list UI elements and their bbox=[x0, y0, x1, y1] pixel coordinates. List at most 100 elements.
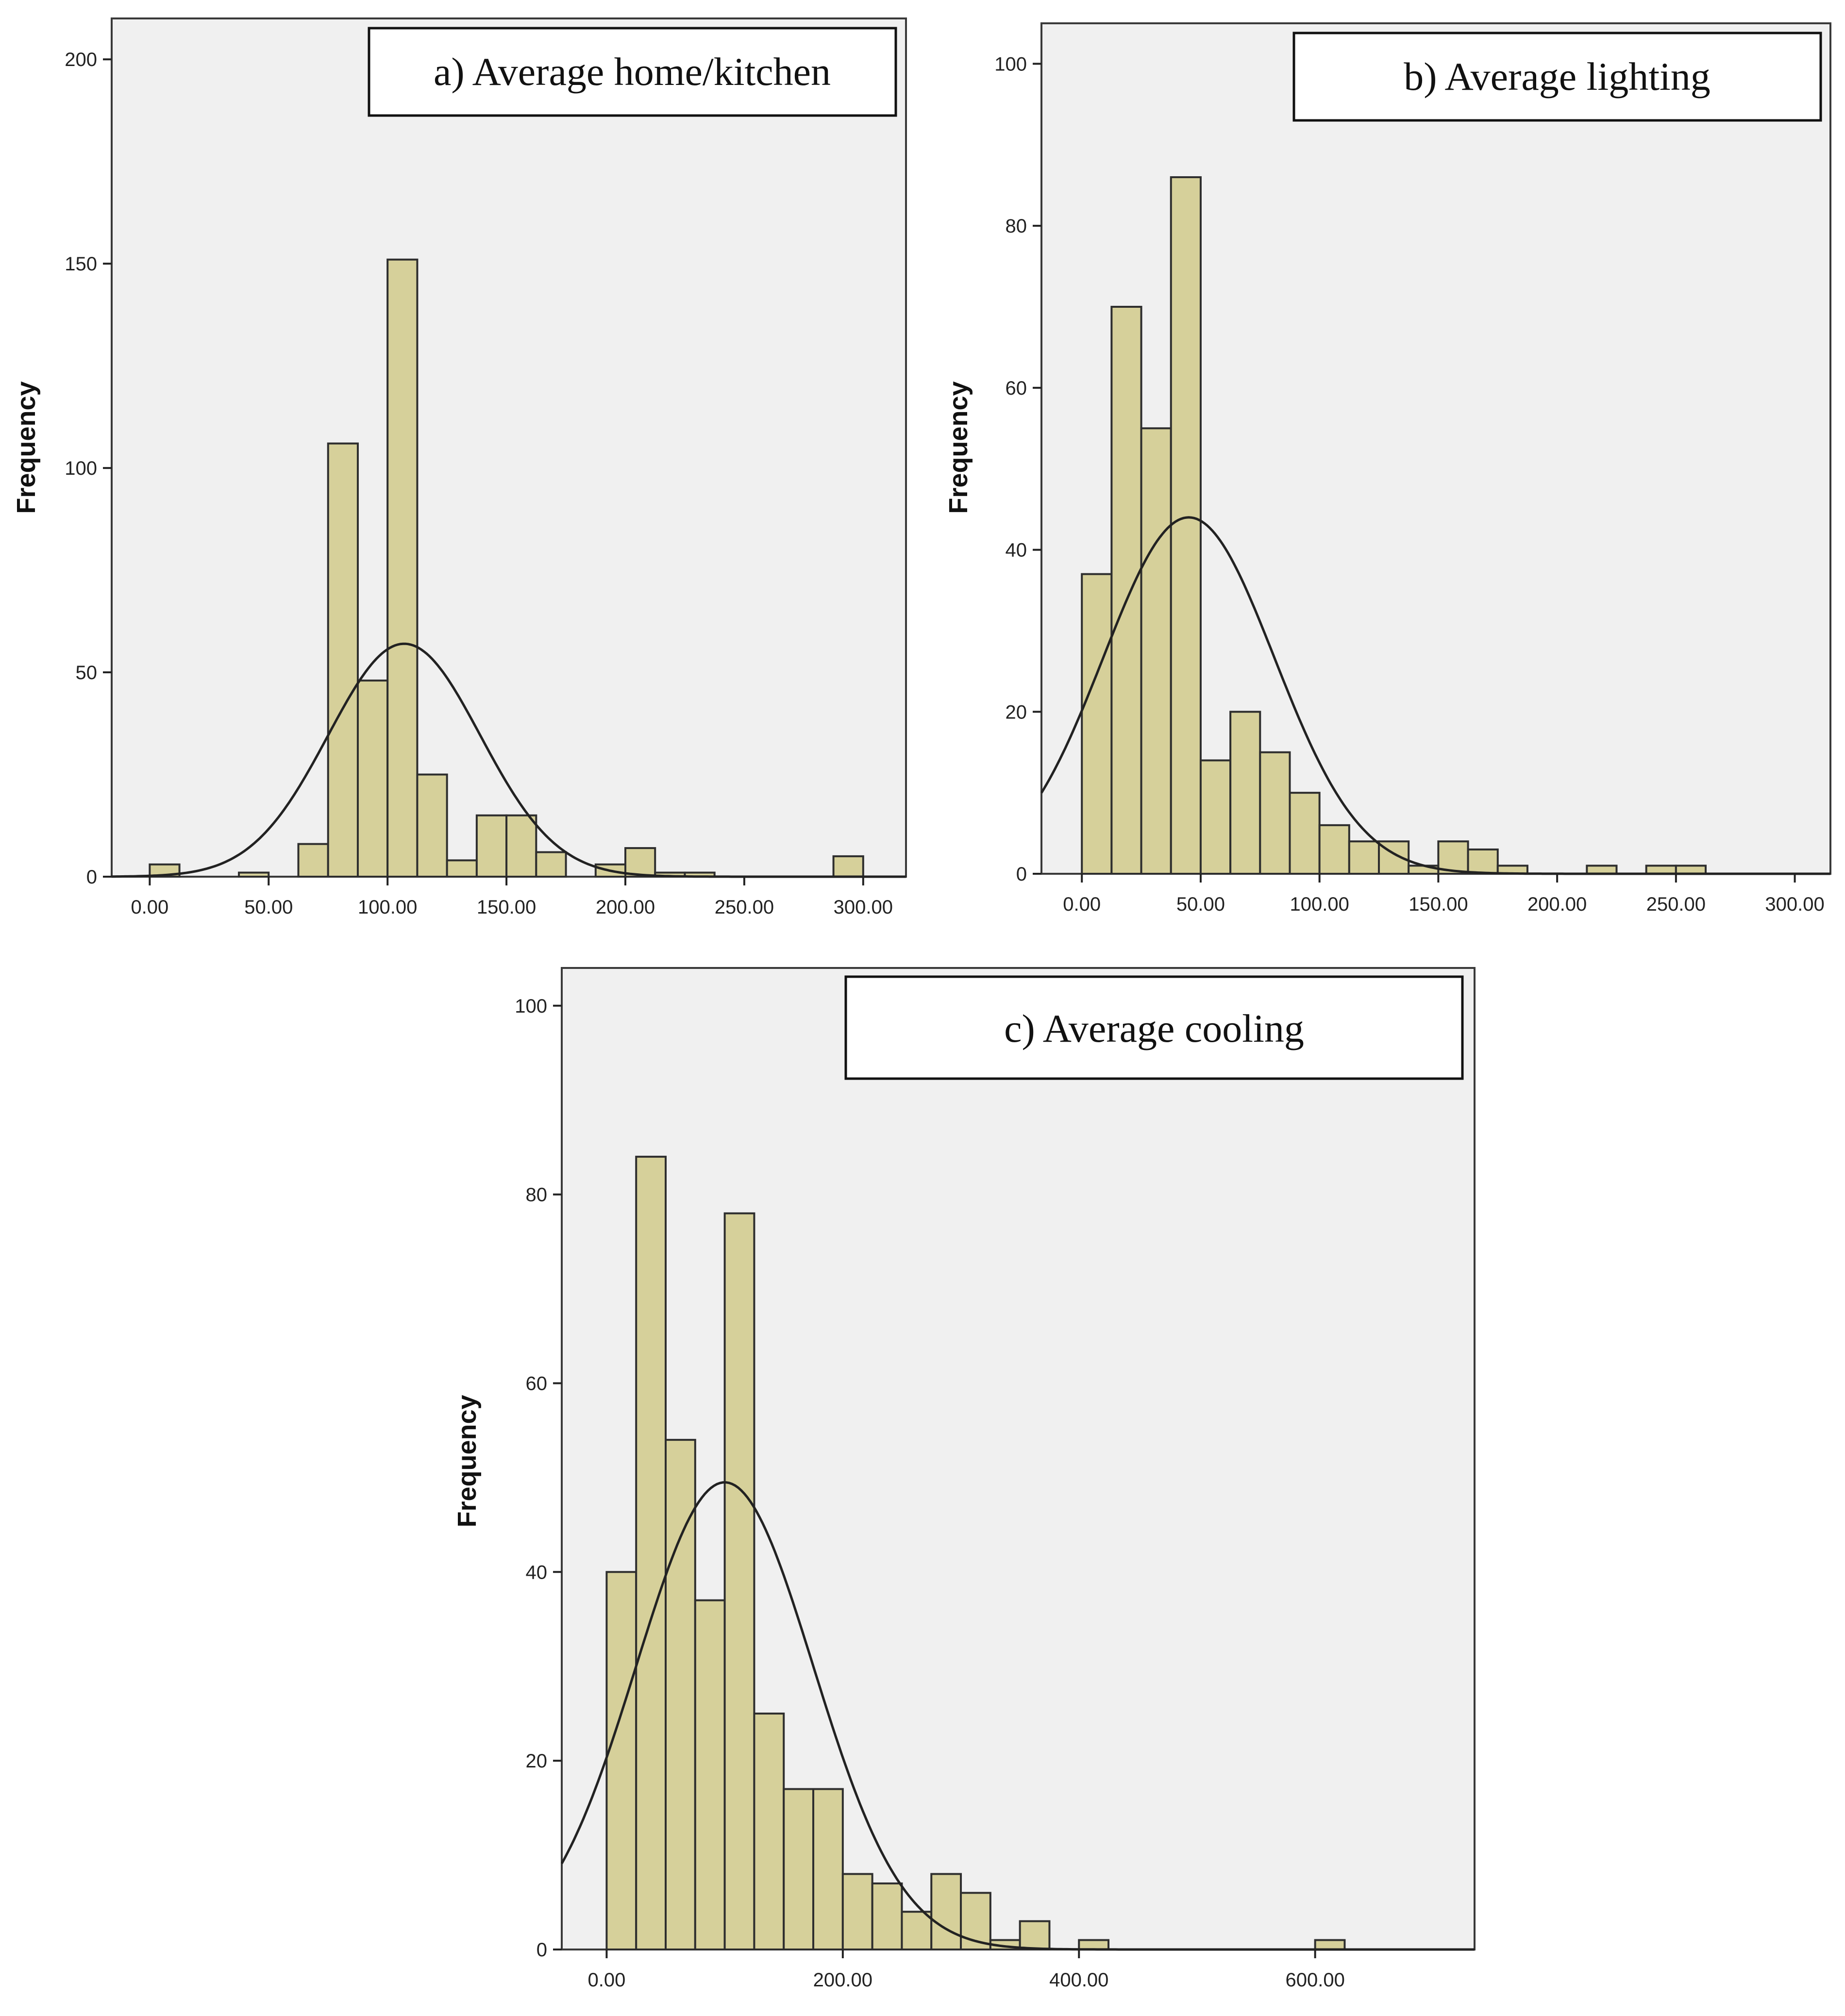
y-tick-label: 60 bbox=[1006, 378, 1027, 399]
y-axis: 0 50 100 150 200 bbox=[65, 49, 112, 888]
x-tick-label: 0.00 bbox=[1063, 894, 1101, 915]
y-tick-label: 150 bbox=[65, 253, 97, 275]
x-tick-label: 0.00 bbox=[131, 897, 168, 918]
histogram-bars bbox=[1081, 176, 1707, 875]
chart-title-box bbox=[368, 27, 897, 117]
histogram-bar bbox=[1081, 573, 1113, 875]
y-tick-label: 0 bbox=[1016, 864, 1027, 885]
histogram-bar bbox=[723, 1212, 755, 1950]
histogram-bar bbox=[1314, 1939, 1346, 1950]
chart-panel-a: 0.00 50.00 100.00 150.00 200.00 250.00 300.00 … bbox=[12, 17, 907, 918]
chart-panel-c: 0.00 200.00 400.00 600.00 0 20 40 60 80 100 Freq… bbox=[453, 967, 1476, 1991]
histogram-bar bbox=[901, 1911, 933, 1950]
y-tick-label: 0 bbox=[86, 866, 97, 888]
x-axis: 0.00 200.00 400.00 600.00 bbox=[587, 1949, 1345, 1991]
histogram-bar bbox=[356, 679, 389, 878]
histogram-bar bbox=[694, 1599, 726, 1950]
x-tick-label: 200.00 bbox=[813, 1969, 872, 1991]
x-tick-label: 300.00 bbox=[1765, 894, 1824, 915]
histogram-bar bbox=[386, 258, 419, 878]
histogram-bar bbox=[1229, 711, 1261, 875]
chart-title: c) Average cooling bbox=[1004, 1006, 1304, 1050]
y-tick-label: 100 bbox=[994, 53, 1027, 75]
histogram-bar bbox=[327, 442, 359, 878]
histogram-bars bbox=[605, 1155, 1346, 1951]
histogram-bar bbox=[605, 1571, 637, 1950]
y-tick-label: 20 bbox=[526, 1750, 548, 1772]
histogram-bar bbox=[1019, 1920, 1051, 1951]
normal-curve bbox=[112, 642, 906, 878]
plot-area bbox=[111, 17, 907, 878]
histogram-bar bbox=[535, 851, 567, 878]
y-tick-label: 80 bbox=[526, 1184, 548, 1206]
y-axis: 0 20 40 60 80 100 bbox=[994, 53, 1041, 885]
histogram-bar bbox=[1140, 427, 1172, 875]
chart-panel-b: 0.00 50.00 100.00 150.00 200.00 250.00 300.00 … bbox=[944, 22, 1831, 915]
histogram-bar bbox=[871, 1882, 903, 1950]
y-axis-label: Frequency bbox=[453, 1395, 482, 1527]
histogram-bar bbox=[1645, 865, 1677, 875]
histogram-bar bbox=[1467, 848, 1499, 875]
histogram-bar bbox=[446, 859, 478, 878]
y-axis-label: Frequency bbox=[12, 381, 41, 514]
chart-title: a) Average home/kitchen bbox=[434, 50, 831, 94]
x-tick-label: 200.00 bbox=[1527, 894, 1587, 915]
histogram-bar bbox=[1289, 792, 1321, 875]
histogram-bar bbox=[665, 1439, 696, 1951]
histogram-bar bbox=[783, 1788, 815, 1950]
x-tick-label: 600.00 bbox=[1285, 1969, 1344, 1991]
x-tick-label: 250.00 bbox=[715, 897, 774, 918]
histogram-bar bbox=[1170, 176, 1202, 875]
x-tick-label: 100.00 bbox=[358, 897, 417, 918]
x-tick-label: 0.00 bbox=[587, 1969, 625, 1991]
histogram-bar bbox=[416, 773, 448, 878]
histogram-bar bbox=[635, 1155, 667, 1950]
histogram-bar bbox=[475, 814, 508, 878]
y-tick-label: 0 bbox=[537, 1939, 547, 1961]
x-tick-label: 400.00 bbox=[1049, 1969, 1108, 1991]
histogram-bar bbox=[1110, 306, 1142, 875]
chart-title-box bbox=[1292, 32, 1822, 122]
x-axis: 0.00 50.00 100.00 150.00 200.00 250.00 300.00 bbox=[131, 877, 893, 918]
histogram-bar bbox=[1318, 824, 1350, 875]
x-tick-label: 300.00 bbox=[834, 897, 893, 918]
histogram-bar bbox=[930, 1873, 962, 1950]
histogram-bar bbox=[1675, 865, 1707, 875]
histogram-bar bbox=[960, 1892, 991, 1951]
histogram-bar bbox=[1586, 865, 1618, 875]
histogram-bar bbox=[297, 843, 329, 878]
histogram-bar bbox=[238, 871, 270, 878]
histogram-bar bbox=[753, 1712, 785, 1951]
x-tick-label: 100.00 bbox=[1290, 894, 1349, 915]
y-tick-label: 60 bbox=[526, 1373, 548, 1394]
histogram-bar bbox=[505, 814, 537, 878]
histogram-bar bbox=[1259, 751, 1291, 875]
y-tick-label: 20 bbox=[1006, 701, 1027, 723]
histogram-bar bbox=[1078, 1939, 1110, 1950]
x-tick-label: 50.00 bbox=[1176, 894, 1225, 915]
histogram-bar bbox=[1348, 840, 1380, 875]
normal-curve bbox=[560, 1481, 1475, 1951]
y-tick-label: 200 bbox=[65, 49, 97, 70]
chart-title-box bbox=[844, 975, 1464, 1080]
y-tick-label: 40 bbox=[1006, 540, 1027, 561]
y-tick-label: 80 bbox=[1006, 216, 1027, 237]
y-tick-label: 100 bbox=[65, 458, 97, 479]
x-tick-label: 150.00 bbox=[477, 897, 536, 918]
histogram-bars bbox=[149, 258, 864, 878]
histogram-bar bbox=[1199, 759, 1232, 875]
histogram-bar bbox=[812, 1788, 844, 1950]
histogram-bar bbox=[624, 847, 656, 878]
histogram-bar bbox=[832, 855, 864, 878]
y-tick-label: 50 bbox=[76, 662, 98, 683]
y-tick-label: 40 bbox=[526, 1562, 548, 1583]
chart-title: b) Average lighting bbox=[1404, 54, 1711, 99]
histogram-bar bbox=[841, 1873, 873, 1950]
x-tick-label: 50.00 bbox=[244, 897, 293, 918]
normal-curve bbox=[1040, 516, 1830, 875]
y-axis: 0 20 40 60 80 100 bbox=[515, 996, 562, 1961]
x-axis: 0.00 50.00 100.00 150.00 200.00 250.00 300.00 bbox=[1063, 874, 1825, 915]
y-axis-label: Frequency bbox=[944, 381, 973, 514]
x-tick-label: 200.00 bbox=[596, 897, 655, 918]
